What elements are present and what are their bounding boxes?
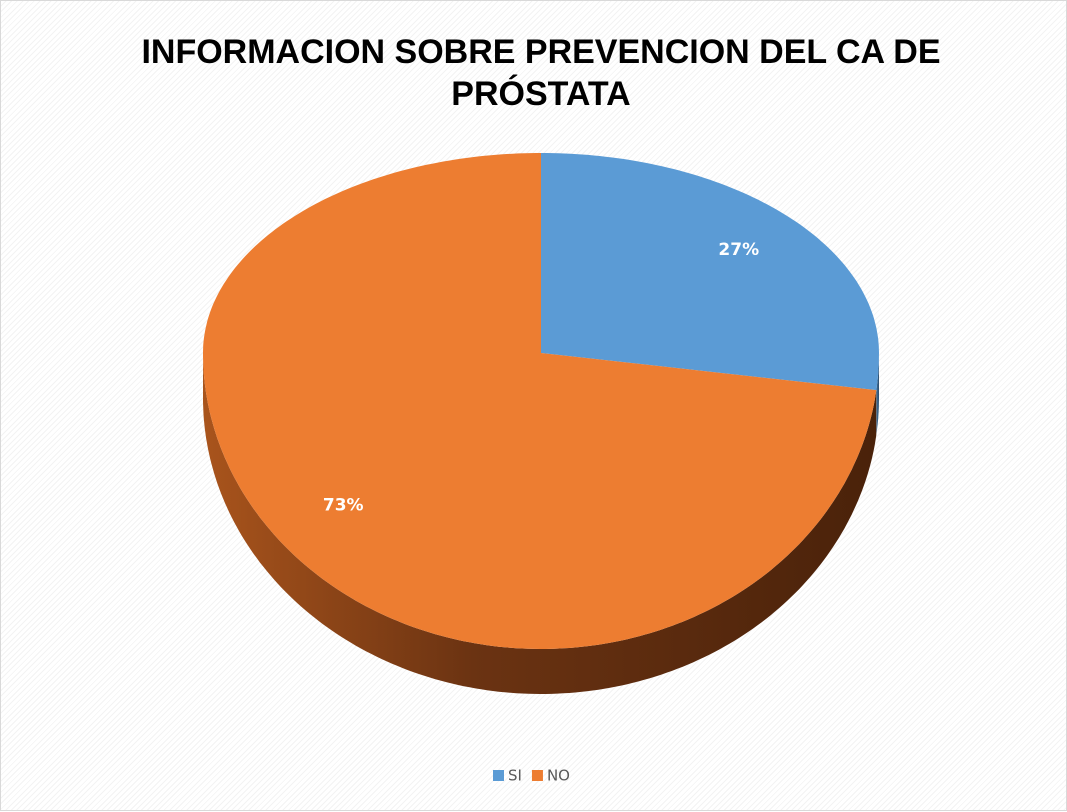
data-label: 27% bbox=[718, 240, 759, 260]
chart-title: INFORMACION SOBRE PREVENCION DEL CA DE P… bbox=[141, 33, 941, 113]
slice-side bbox=[203, 357, 877, 694]
legend-swatch bbox=[531, 770, 543, 781]
slice bbox=[541, 153, 879, 391]
data-label: 73% bbox=[323, 496, 364, 516]
legend-label: NO bbox=[547, 767, 570, 785]
legend-label: SI bbox=[508, 767, 522, 785]
slice-side bbox=[876, 353, 879, 435]
slice bbox=[203, 153, 877, 649]
legend-swatch bbox=[493, 770, 504, 781]
